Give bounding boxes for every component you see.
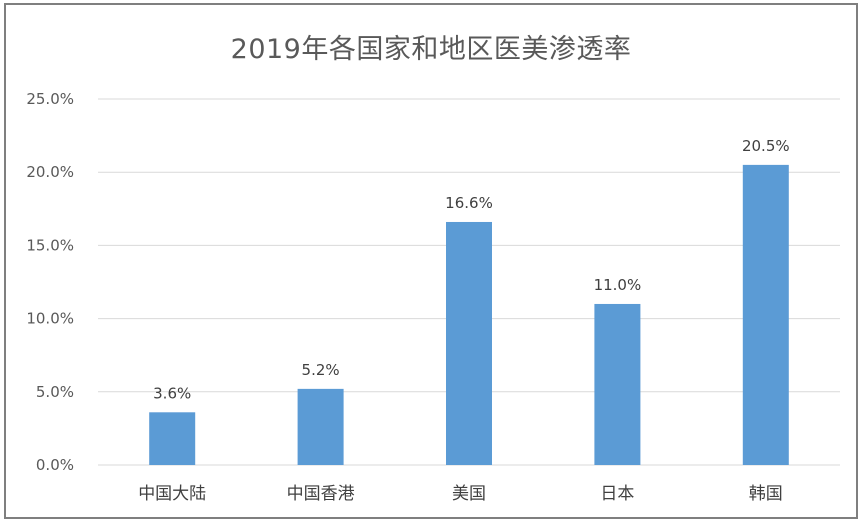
data-label: 5.2% (302, 361, 340, 379)
bar (297, 388, 344, 465)
category-label: 韩国 (749, 484, 783, 504)
category-label: 中国大陆 (138, 484, 206, 504)
bars (149, 164, 789, 465)
bar (446, 221, 492, 465)
data-label: 16.6% (445, 194, 493, 212)
y-tick-label: 25.0% (26, 90, 74, 108)
y-tick-label: 5.0% (36, 383, 74, 401)
bar (742, 164, 789, 465)
category-labels: 中国大陆 中国香港 美国 日本 韩国 (138, 484, 783, 504)
y-tick-label: 0.0% (36, 456, 74, 474)
category-label: 美国 (452, 484, 486, 504)
data-label: 20.5% (742, 137, 790, 155)
chart-title: 2019年各国家和地区医美渗透率 (230, 34, 632, 65)
data-label: 11.0% (594, 276, 642, 294)
y-axis-ticks: 0.0% 5.0% 10.0% 15.0% 20.0% 25.0% (26, 90, 74, 474)
y-tick-label: 20.0% (26, 163, 74, 181)
category-label: 中国香港 (287, 484, 355, 504)
data-label: 3.6% (153, 384, 191, 402)
bar-chart: 0.0% 5.0% 10.0% 15.0% 20.0% 25.0% 3.6% 5.2% 16.… (26, 90, 840, 504)
category-label: 日本 (600, 484, 634, 504)
bar (594, 303, 641, 465)
y-tick-label: 10.0% (26, 310, 74, 328)
y-tick-label: 15.0% (26, 236, 74, 254)
data-labels: 3.6% 5.2% 16.6% 11.0% 20.5% (153, 137, 789, 402)
chart-frame: 2019年各国家和地区医美渗透率 0.0% 5.0% 10.0% 15.0% 20.0%… (4, 3, 858, 519)
bar (149, 412, 196, 465)
